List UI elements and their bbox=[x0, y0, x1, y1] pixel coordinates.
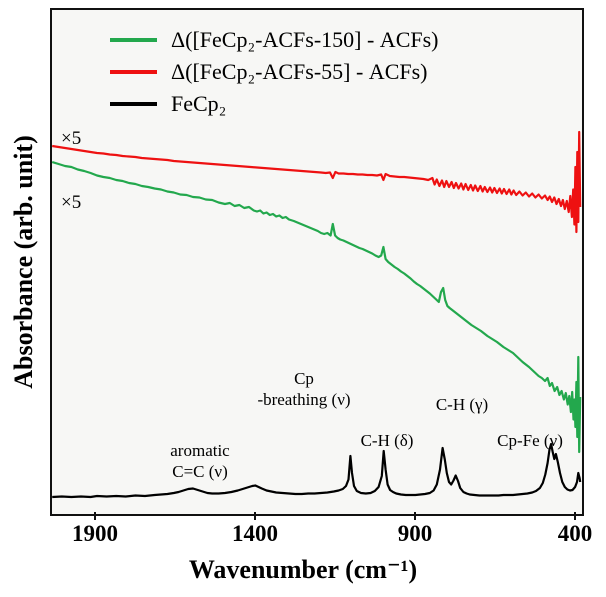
spectrum-trace-2 bbox=[52, 442, 582, 499]
legend-label-green: Δ([FeCp₂-ACFs-150] - ACFs) bbox=[171, 27, 439, 52]
spectrum-trace-0 bbox=[52, 160, 582, 454]
legend-label-red: Δ([FeCp₂-ACFs-55] - ACFs) bbox=[171, 59, 428, 84]
plot-area: Δ([FeCp₂-ACFs-150] - ACFs) Δ([FeCp₂-ACFs… bbox=[50, 8, 584, 516]
x-axis-label: Wavenumber (cm⁻¹) bbox=[188, 555, 418, 584]
x-tick-1400 bbox=[254, 512, 256, 520]
spectrum-trace-1 bbox=[52, 130, 582, 234]
x-tick-label-1900: 1900 bbox=[72, 521, 118, 546]
legend: Δ([FeCp₂-ACFs-150] - ACFs) Δ([FeCp₂-ACFs… bbox=[110, 24, 439, 120]
annotation-ch-gamma: C-H (γ) bbox=[435, 395, 489, 414]
scale-annotation-red: ×5 bbox=[61, 128, 82, 149]
x-tick-label-1400: 1400 bbox=[232, 521, 278, 546]
black-line-sample bbox=[110, 102, 157, 106]
legend-row-black: FeCp₂ bbox=[110, 88, 439, 120]
x-tick-label-400: 400 bbox=[557, 521, 593, 546]
scale-annotation-green: ×5 bbox=[61, 192, 82, 213]
annotation-aromatic-cc: aromatic C=C (ν) bbox=[170, 441, 230, 482]
annotation-cp-breathing: Cp -breathing (ν) bbox=[257, 369, 351, 410]
y-axis-label: Absorbance (arb. unit) bbox=[9, 135, 38, 389]
x-tick-900 bbox=[414, 512, 416, 520]
x-tick-label-900: 900 bbox=[397, 521, 433, 546]
green-line-sample bbox=[110, 38, 157, 42]
x-tick-1900 bbox=[94, 512, 96, 520]
x-tick-400 bbox=[574, 512, 576, 520]
legend-row-red: Δ([FeCp₂-ACFs-55] - ACFs) bbox=[110, 56, 439, 88]
legend-label-black: FeCp₂ bbox=[171, 91, 227, 116]
legend-row-green: Δ([FeCp₂-ACFs-150] - ACFs) bbox=[110, 24, 439, 56]
annotation-ch-delta: C-H (δ) bbox=[360, 431, 414, 450]
annotation-cp-fe: Cp-Fe (ν) bbox=[497, 431, 563, 450]
red-line-sample bbox=[110, 70, 157, 74]
spectra-canvas bbox=[52, 130, 582, 499]
